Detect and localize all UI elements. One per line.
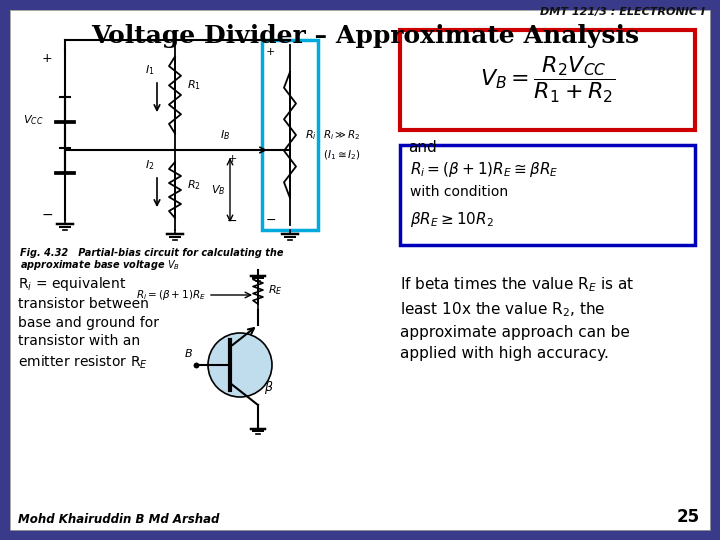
- Bar: [710, 0, 720, 540]
- Text: $R_i$: $R_i$: [305, 128, 317, 142]
- Text: $V_{CC}$: $V_{CC}$: [22, 113, 43, 127]
- Text: +: +: [42, 51, 53, 64]
- Text: approximate base voltage $V_B$: approximate base voltage $V_B$: [20, 258, 180, 272]
- Text: $R_1$: $R_1$: [187, 78, 201, 92]
- Circle shape: [208, 333, 272, 397]
- Text: $R_i \gg R_2$: $R_i \gg R_2$: [323, 128, 361, 142]
- Text: $R_i = (\beta+1)R_E$: $R_i = (\beta+1)R_E$: [136, 288, 206, 302]
- Text: $I_1$: $I_1$: [145, 63, 155, 77]
- Text: −: −: [227, 215, 238, 228]
- Text: $V_B$: $V_B$: [210, 183, 225, 197]
- Text: If beta times the value R$_E$ is at
least 10x the value R$_2$, the
approximate a: If beta times the value R$_E$ is at leas…: [400, 275, 634, 361]
- Text: 25: 25: [677, 508, 700, 526]
- Text: −: −: [266, 213, 276, 226]
- Text: $B$: $B$: [184, 347, 192, 359]
- Text: $I_2$: $I_2$: [145, 158, 155, 172]
- Text: $\beta$: $\beta$: [264, 379, 274, 395]
- Text: R$_i$ = equivalent
transistor between
base and ground for
transistor with an
emi: R$_i$ = equivalent transistor between ba…: [18, 275, 159, 371]
- Text: $R_i = (\beta + 1)R_E \cong \beta R_E$: $R_i = (\beta + 1)R_E \cong \beta R_E$: [410, 160, 558, 179]
- Bar: [400, 145, 695, 245]
- Text: with condition: with condition: [410, 185, 508, 199]
- Text: and: and: [408, 140, 437, 155]
- Text: +: +: [228, 154, 237, 164]
- Text: +: +: [266, 47, 275, 57]
- Text: −: −: [41, 208, 53, 222]
- Bar: [400, 30, 695, 130]
- Text: $(I_1 \cong I_2)$: $(I_1 \cong I_2)$: [323, 148, 361, 162]
- Text: $R_E$: $R_E$: [268, 283, 283, 297]
- Bar: [262, 40, 318, 230]
- Text: Voltage Divider – Approximate Analysis: Voltage Divider – Approximate Analysis: [91, 24, 639, 48]
- Text: $R_2$: $R_2$: [187, 178, 201, 192]
- Bar: [0, 0, 10, 540]
- Text: Mohd Khairuddin B Md Arshad: Mohd Khairuddin B Md Arshad: [18, 513, 220, 526]
- Bar: [0, 0, 720, 10]
- Text: DMT 121/3 : ELECTRONIC I: DMT 121/3 : ELECTRONIC I: [540, 7, 705, 17]
- Text: $\beta R_E \geq 10R_2$: $\beta R_E \geq 10R_2$: [410, 210, 494, 229]
- Text: $V_B = \dfrac{R_2 V_{CC}}{R_1 + R_2}$: $V_B = \dfrac{R_2 V_{CC}}{R_1 + R_2}$: [480, 55, 616, 105]
- Bar: [0, 530, 720, 540]
- Text: Fig. 4.32   Partial-bias circuit for calculating the: Fig. 4.32 Partial-bias circuit for calcu…: [20, 248, 284, 258]
- Text: $I_B$: $I_B$: [220, 128, 230, 142]
